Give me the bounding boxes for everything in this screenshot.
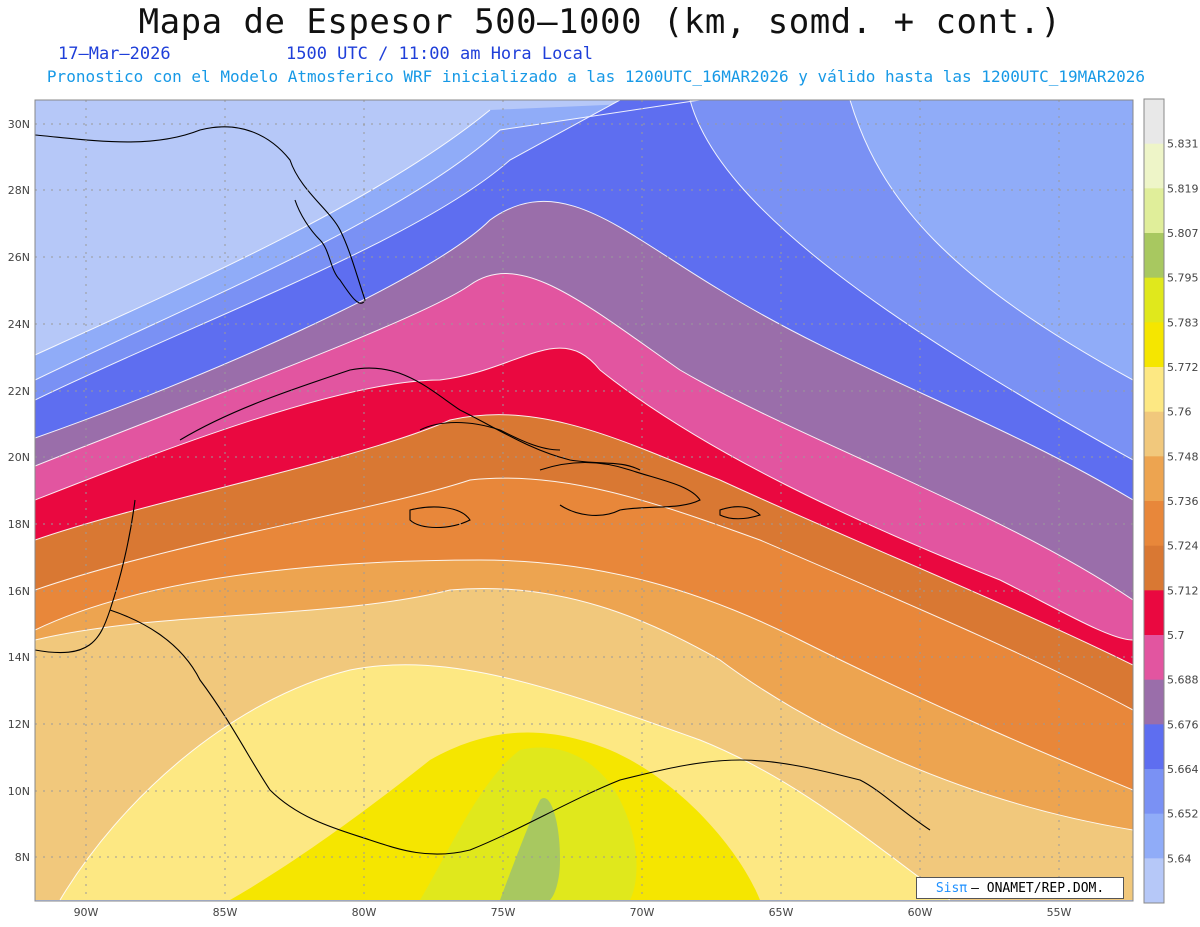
lon-label: 55W — [1047, 906, 1072, 919]
forecast-date: 17—Mar—2026 — [58, 44, 171, 64]
colorbar-label: 5.64 — [1167, 852, 1192, 865]
lat-label: 20N — [8, 451, 30, 464]
shaded-field — [35, 100, 1133, 901]
lon-label: 85W — [213, 906, 238, 919]
colorbar-label: 5.807 — [1167, 227, 1199, 240]
longitude-labels: 90W 85W 80W 75W 70W 65W 60W 55W — [74, 906, 1072, 919]
colorbar-swatch — [1144, 411, 1164, 457]
colorbar-label: 5.688 — [1167, 674, 1199, 687]
lat-label: 12N — [8, 718, 30, 731]
colorbar-swatch — [1144, 367, 1164, 413]
latitude-labels: 30N 28N 26N 24N 22N 20N 18N 16N 14N 12N … — [8, 118, 30, 864]
lat-label: 8N — [15, 851, 30, 864]
colorbar-swatch — [1144, 143, 1164, 189]
credit-text: — ONAMET/REP.DOM. — [971, 880, 1105, 896]
graticule — [35, 100, 1133, 900]
lat-label: 22N — [8, 385, 30, 398]
colorbar-swatch — [1144, 724, 1164, 770]
map-frame — [34, 99, 1134, 902]
sispi-logo: Sisπ — [935, 880, 968, 896]
colorbar-swatch — [1144, 233, 1164, 279]
colorbar-swatch — [1144, 545, 1164, 591]
lon-label: 90W — [74, 906, 99, 919]
colorbar-swatch — [1144, 858, 1164, 904]
colorbar-label: 5.795 — [1167, 272, 1199, 285]
colorbar-swatch — [1144, 590, 1164, 636]
colorbar-swatch — [1144, 813, 1164, 859]
colorbar-label: 5.76 — [1167, 406, 1192, 419]
colorbar-swatch — [1144, 679, 1164, 725]
colorbar-swatch — [1144, 277, 1164, 323]
lon-label: 70W — [630, 906, 655, 919]
colorbar-swatch — [1144, 769, 1164, 815]
colorbar-swatch — [1144, 501, 1164, 547]
colorbar-label: 5.783 — [1167, 316, 1199, 329]
colorbar-label: 5.712 — [1167, 584, 1199, 597]
lat-label: 10N — [8, 785, 30, 798]
forecast-time: 1500 UTC / 11:00 am Hora Local — [286, 44, 594, 64]
map-title: Mapa de Espesor 500—1000 (km, somd. + co… — [138, 2, 1062, 42]
lon-label: 65W — [769, 906, 794, 919]
lat-label: 16N — [8, 585, 30, 598]
colorbar-swatch — [1144, 322, 1164, 368]
colorbar: 5.831 5.819 5.807 5.795 5.783 5.772 5.76 5.748 5… — [1143, 98, 1199, 904]
colorbar-frame — [1143, 98, 1165, 904]
colorbar-label: 5.748 — [1167, 450, 1199, 463]
lat-label: 24N — [8, 318, 30, 331]
colorbar-label: 5.819 — [1167, 182, 1199, 195]
colorbar-label: 5.664 — [1167, 763, 1199, 776]
credit-box: Sisπ — ONAMET/REP.DOM. — [916, 877, 1124, 899]
colorbar-label: 5.724 — [1167, 540, 1199, 553]
colorbar-swatch — [1144, 635, 1164, 681]
lat-label: 14N — [8, 651, 30, 664]
lat-label: 18N — [8, 518, 30, 531]
forecast-subtitle: Pronostico con el Modelo Atmosferico WRF… — [46, 67, 1146, 86]
colorbar-swatch — [1144, 188, 1164, 234]
lat-label: 26N — [8, 251, 30, 264]
lat-label: 30N — [8, 118, 30, 131]
colorbar-label: 5.7 — [1167, 629, 1185, 642]
colorbar-swatch — [1144, 456, 1164, 502]
colorbar-swatch — [1144, 99, 1164, 145]
colorbar-label: 5.831 — [1167, 138, 1199, 151]
colorbar-label: 5.736 — [1167, 495, 1199, 508]
lon-label: 80W — [352, 906, 377, 919]
colorbar-label: 5.676 — [1167, 718, 1199, 731]
coastlines — [35, 126, 931, 855]
lon-label: 75W — [491, 906, 516, 919]
lon-label: 60W — [908, 906, 933, 919]
colorbar-label: 5.772 — [1167, 361, 1199, 374]
colorbar-label: 5.652 — [1167, 808, 1199, 821]
lat-label: 28N — [8, 184, 30, 197]
